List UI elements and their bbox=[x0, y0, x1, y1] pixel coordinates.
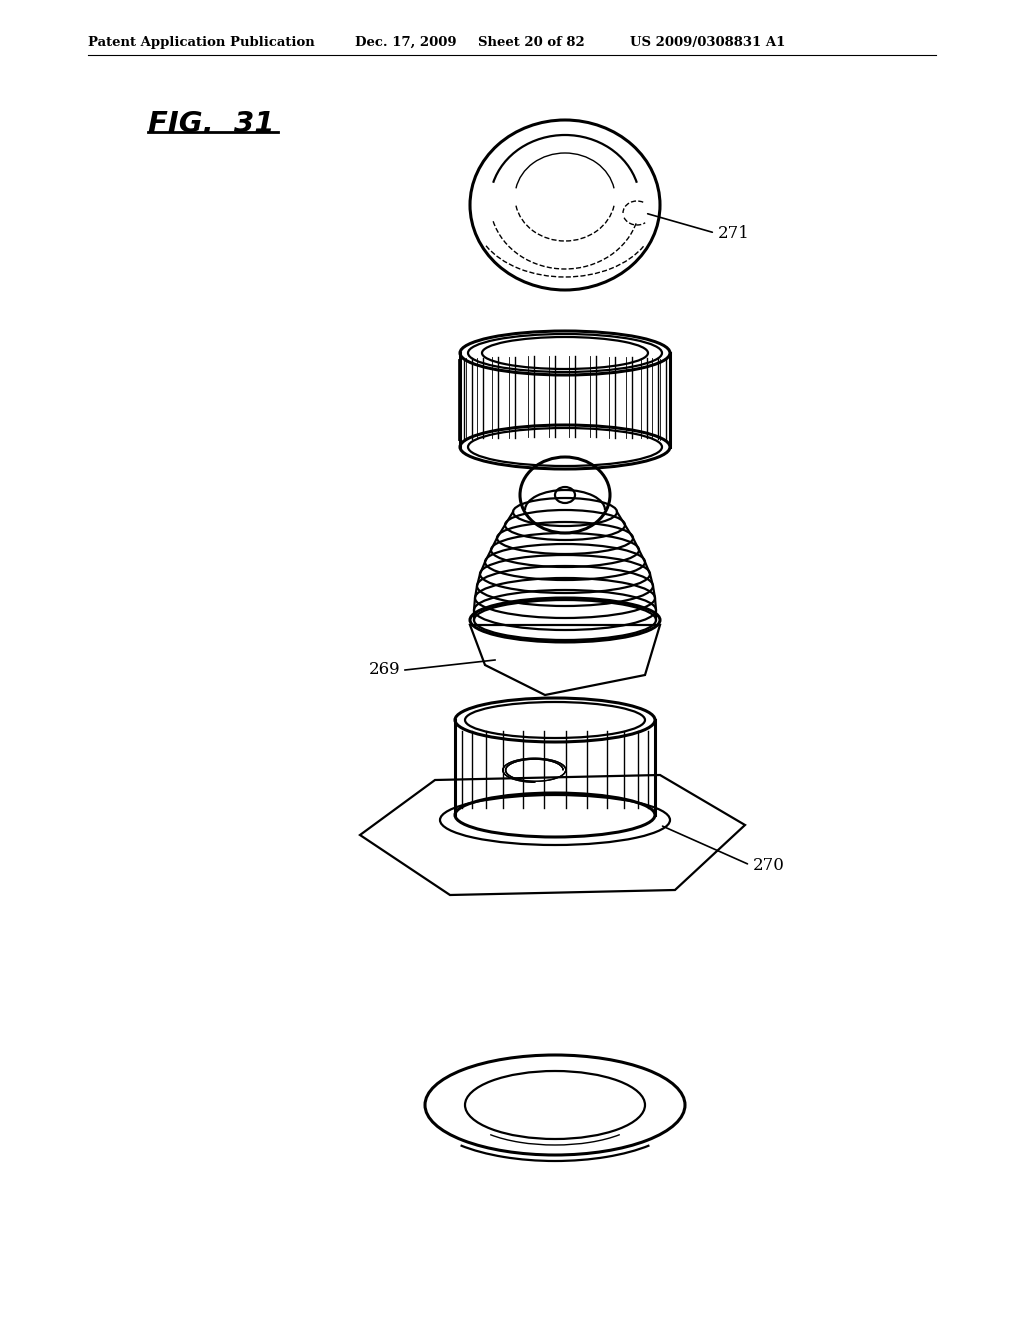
Text: US 2009/0308831 A1: US 2009/0308831 A1 bbox=[630, 36, 785, 49]
Text: FIG.  31: FIG. 31 bbox=[148, 110, 274, 139]
Text: Patent Application Publication: Patent Application Publication bbox=[88, 36, 314, 49]
Text: 270: 270 bbox=[753, 857, 784, 874]
Text: Sheet 20 of 82: Sheet 20 of 82 bbox=[478, 36, 585, 49]
Text: 269: 269 bbox=[369, 661, 400, 678]
Text: 271: 271 bbox=[718, 224, 750, 242]
Text: Dec. 17, 2009: Dec. 17, 2009 bbox=[355, 36, 457, 49]
Polygon shape bbox=[360, 775, 745, 895]
